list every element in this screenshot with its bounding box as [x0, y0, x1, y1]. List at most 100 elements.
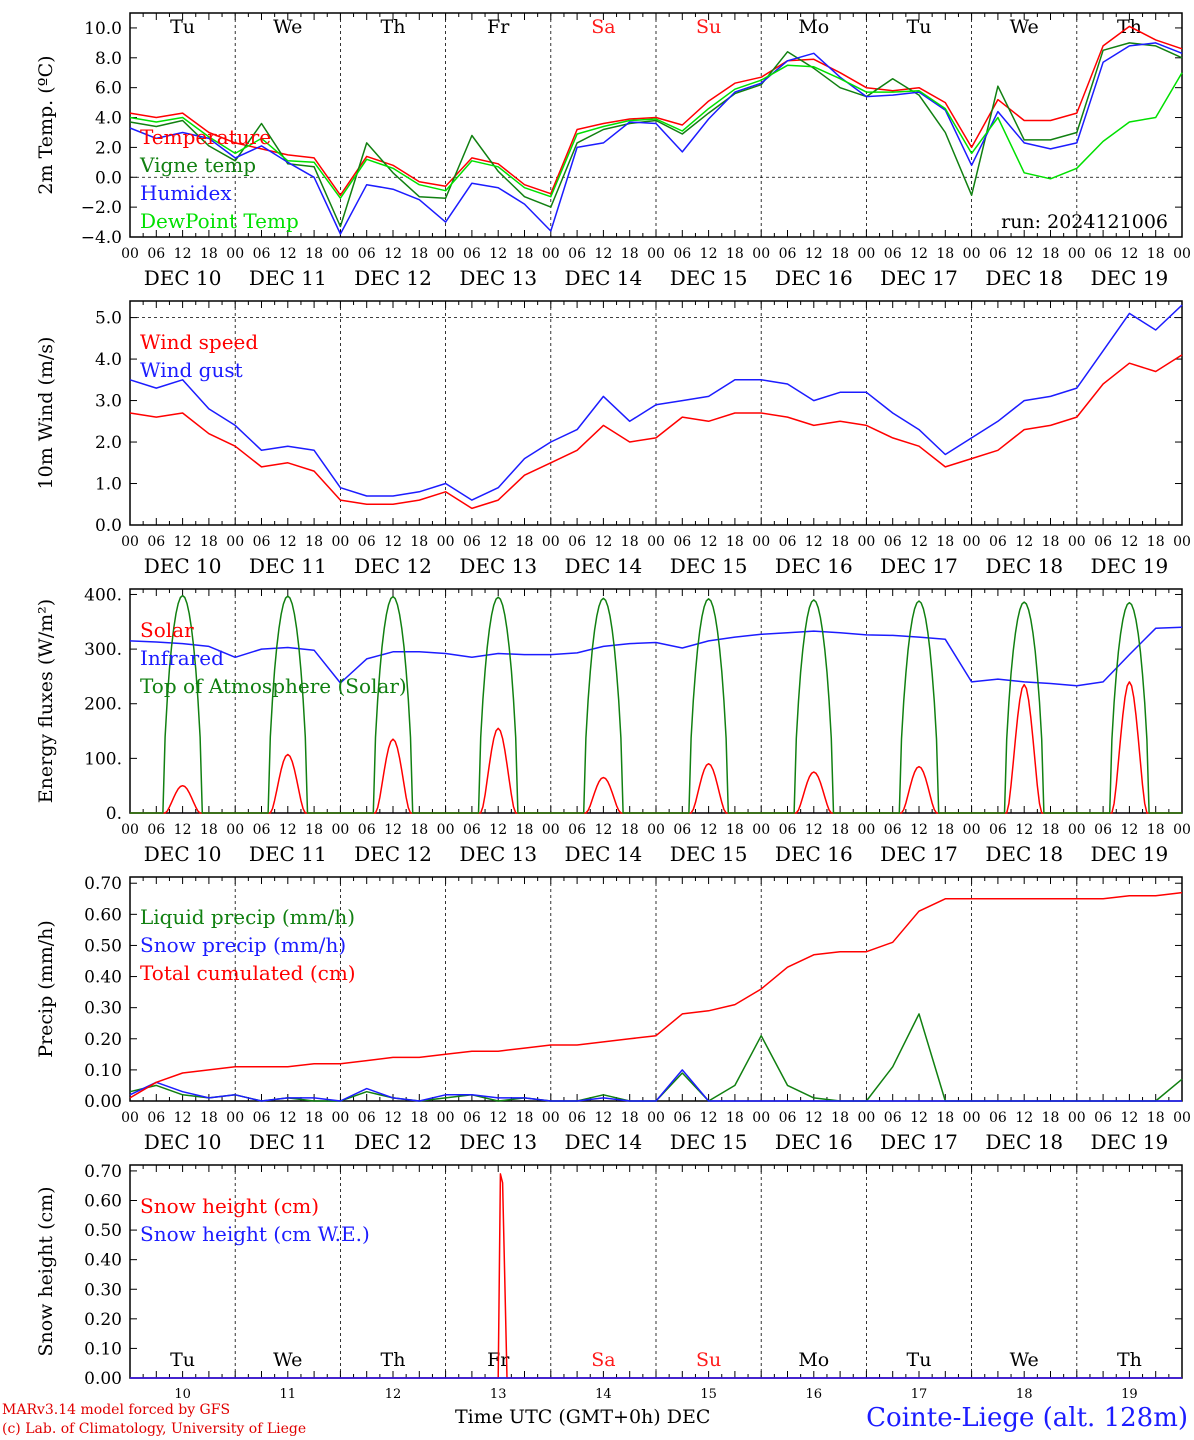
x-hour-label: 00 — [437, 1110, 455, 1126]
y-axis-label: 2m Temp. (ºC) — [35, 55, 57, 194]
x-hour-label: 12 — [174, 246, 192, 262]
x-hour-label: 18 — [410, 822, 428, 838]
x-hour-label: 06 — [884, 246, 902, 262]
x-hour-label: 12 — [279, 822, 297, 838]
x-hour-label: 18 — [305, 534, 323, 550]
x-hour-label: 18 — [516, 246, 534, 262]
x-hour-label: 06 — [463, 1110, 481, 1126]
x-hour-label: 00 — [542, 822, 560, 838]
x-hour-label: 06 — [147, 246, 165, 262]
x-hour-label: 18 — [516, 1110, 534, 1126]
x-date-label: DEC 10 — [144, 554, 222, 578]
legend-entry: Total cumulated (cm) — [140, 961, 356, 985]
x-date-label: DEC 15 — [670, 842, 748, 866]
x-hour-label: 12 — [489, 534, 507, 550]
x-hour-label: 18 — [1042, 1110, 1060, 1126]
y-tick-label: 0.00 — [84, 1092, 122, 1112]
x-hour-label: 18 — [621, 822, 639, 838]
x-date-label: DEC 16 — [775, 1130, 853, 1154]
legend-entry: Top of Atmosphere (Solar) — [140, 674, 407, 698]
x-hour-label: 00 — [542, 534, 560, 550]
x-hour-label: 06 — [1094, 534, 1112, 550]
weekday-label: Mo — [798, 1349, 829, 1371]
x-hour-label: 06 — [568, 822, 586, 838]
x-hour-label: 06 — [358, 246, 376, 262]
x-hour-label: 06 — [779, 534, 797, 550]
x-hour-label: 12 — [279, 534, 297, 550]
x-hour-label: 00 — [963, 822, 981, 838]
x-day-number: 10 — [174, 1387, 191, 1402]
x-hour-label: 00 — [542, 1110, 560, 1126]
x-hour-label: 12 — [279, 1110, 297, 1126]
x-hour-label: 12 — [700, 534, 718, 550]
series-line-dewpoint-temp — [129, 64, 1183, 199]
weekday-label: Tu — [907, 1349, 932, 1371]
x-hour-label: 06 — [884, 822, 902, 838]
y-tick-label: 0.30 — [84, 999, 122, 1019]
x-hour-label: 12 — [1120, 1110, 1138, 1126]
panel-precip: 00 06 12 18 00 06 12 18 00 06 12 18 00 06 12 18 00 06 12 18… — [35, 874, 1191, 1154]
x-hour-label: 18 — [936, 822, 954, 838]
x-hour-label: 18 — [936, 1110, 954, 1126]
y-tick-label: 0.00 — [84, 1369, 122, 1389]
x-hour-label: 06 — [884, 534, 902, 550]
series-line-top-of-atmosphere-solar- — [130, 594, 1182, 814]
x-date-label: DEC 19 — [1091, 266, 1169, 290]
x-hour-label: 00 — [331, 534, 349, 550]
x-date-label: DEC 17 — [880, 842, 958, 866]
x-hour-label: 00 — [331, 822, 349, 838]
series-line-wind-gust — [129, 304, 1183, 501]
y-tick-label: 2.0 — [95, 138, 122, 158]
weekday-label: Mo — [798, 16, 829, 38]
x-hour-label: 12 — [700, 822, 718, 838]
x-hour-label: 18 — [726, 246, 744, 262]
x-hour-label: 00 — [226, 1110, 244, 1126]
x-hour-label: 18 — [305, 246, 323, 262]
x-hour-label: 00 — [1068, 246, 1086, 262]
x-hour-label: 06 — [358, 534, 376, 550]
x-hour-label: 00 — [1173, 534, 1191, 550]
x-hour-label: 18 — [1147, 534, 1165, 550]
x-hour-label: 12 — [489, 822, 507, 838]
x-hour-label: 18 — [726, 534, 744, 550]
series-line-infrared — [129, 626, 1183, 687]
x-hour-label: 06 — [989, 822, 1007, 838]
x-hour-label: 18 — [516, 822, 534, 838]
x-date-label: DEC 11 — [249, 842, 327, 866]
x-date-label: DEC 18 — [985, 266, 1063, 290]
y-tick-label: 0.0 — [95, 168, 122, 188]
x-hour-label: 00 — [226, 246, 244, 262]
x-hour-label: 12 — [805, 246, 823, 262]
y-tick-label: 0.20 — [84, 1030, 122, 1050]
x-hour-label: 12 — [384, 534, 402, 550]
weekday-label: Tu — [170, 1349, 195, 1371]
weekday-label: Sa — [591, 1349, 615, 1371]
station-name: Cointe-Liege (alt. 128m) — [866, 1403, 1188, 1433]
x-day-number: 12 — [385, 1387, 402, 1402]
panel-wind: 00 06 12 18 00 06 12 18 00 06 12 18 00 06 12 18 00 06 12 18… — [35, 300, 1191, 578]
x-date-label: DEC 16 — [775, 266, 853, 290]
x-hour-label: 00 — [857, 246, 875, 262]
x-hour-label: 18 — [200, 534, 218, 550]
y-tick-label: 0.70 — [84, 874, 122, 894]
x-hour-label: 12 — [910, 1110, 928, 1126]
x-hour-label: 18 — [200, 822, 218, 838]
x-hour-label: 06 — [989, 246, 1007, 262]
run-annotation: run: 2024121006 — [1001, 211, 1168, 233]
x-hour-label: 18 — [726, 822, 744, 838]
x-date-label: DEC 14 — [565, 842, 643, 866]
x-hour-label: 00 — [437, 822, 455, 838]
x-hour-label: 18 — [410, 534, 428, 550]
x-date-label: DEC 11 — [249, 266, 327, 290]
x-hour-label: 06 — [673, 822, 691, 838]
y-tick-label: 200. — [84, 695, 122, 715]
x-axis-title: Time UTC (GMT+0h) DEC — [455, 1406, 710, 1428]
x-hour-label: 12 — [910, 534, 928, 550]
credit-model: MARv3.14 model forced by GFS — [2, 1402, 231, 1418]
x-hour-label: 06 — [253, 534, 271, 550]
y-tick-label: 5.0 — [95, 309, 122, 329]
x-hour-label: 18 — [621, 534, 639, 550]
x-hour-label: 00 — [121, 822, 139, 838]
